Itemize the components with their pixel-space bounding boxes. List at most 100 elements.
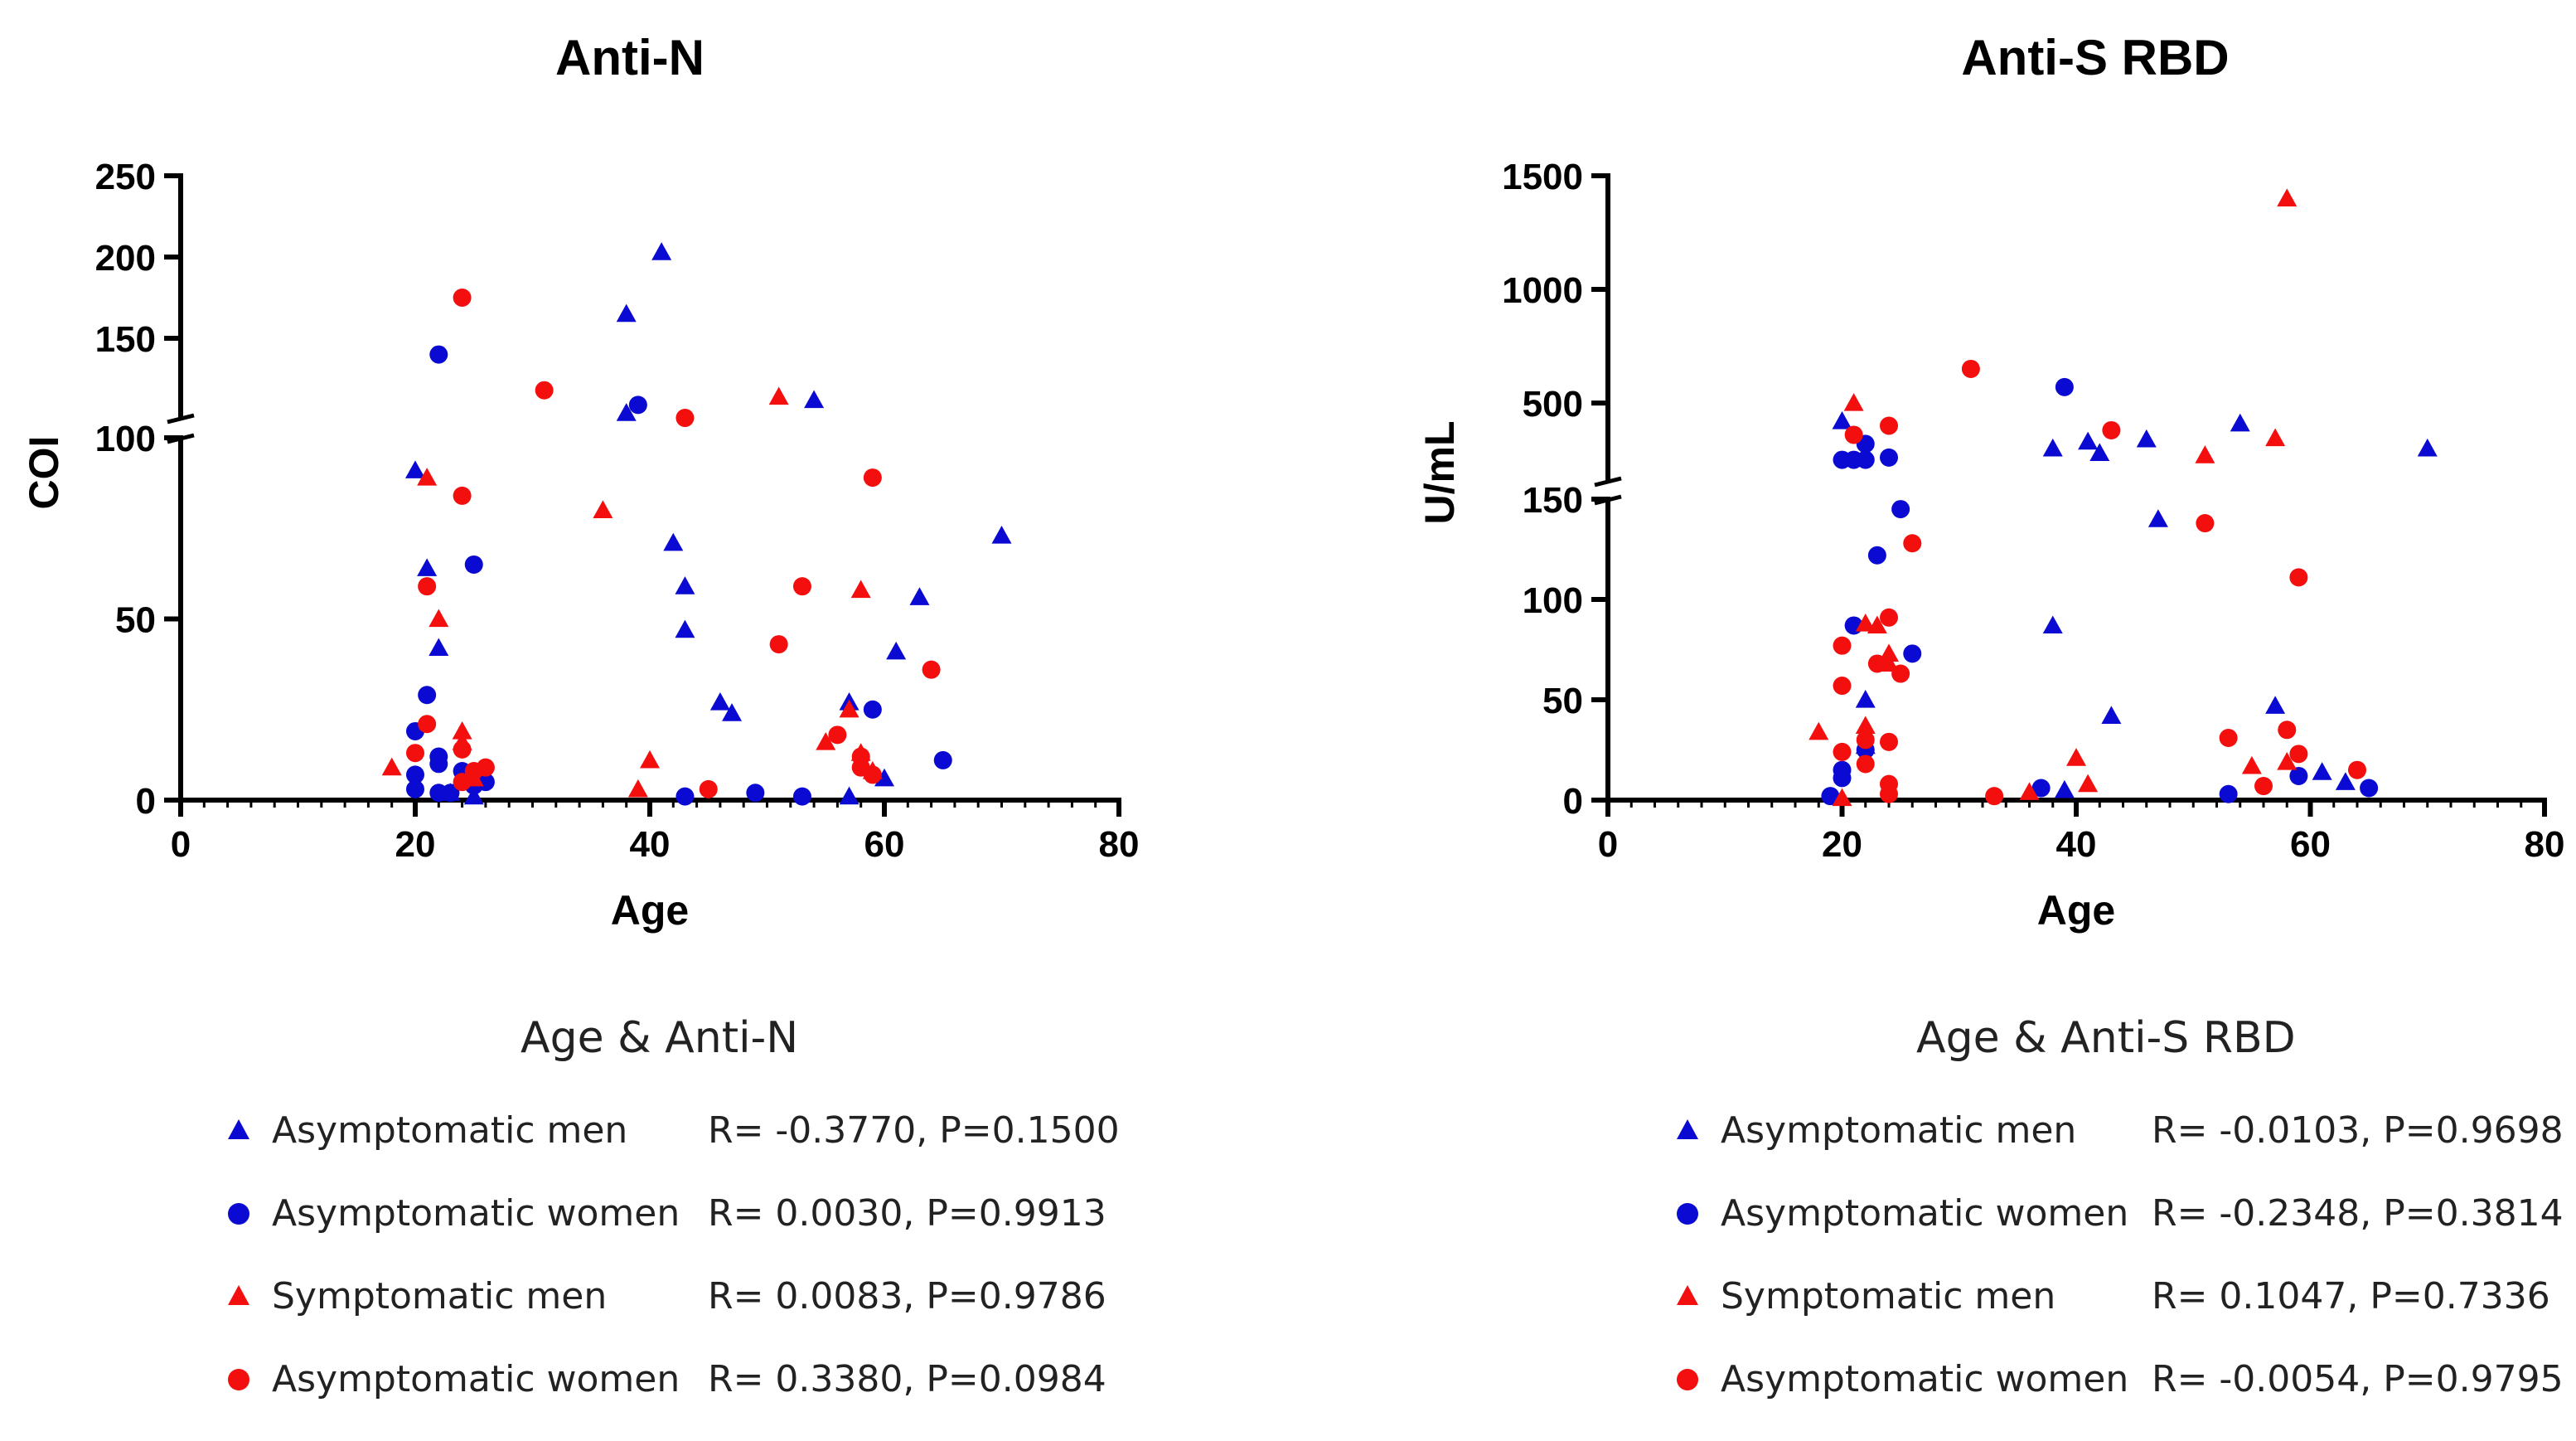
point-asymptomatic-women-red bbox=[453, 289, 472, 307]
legend-title-anti-s-rbd: Age & Anti-S RBD bbox=[1916, 1013, 2296, 1063]
point-symptomatic-men-red bbox=[1809, 721, 1829, 740]
point-asymptomatic-women-red bbox=[828, 725, 847, 745]
point-asymptomatic-men-blue bbox=[675, 619, 695, 638]
x-axis-label: Age bbox=[2037, 887, 2115, 934]
point-asymptomatic-women-red bbox=[1880, 784, 1898, 803]
point-asymptomatic-men-blue bbox=[2312, 762, 2332, 780]
point-asymptomatic-men-blue bbox=[417, 558, 438, 576]
point-symptomatic-men-red bbox=[1855, 716, 1876, 735]
point-asymptomatic-women-blue bbox=[2055, 377, 2074, 396]
point-asymptomatic-women-red bbox=[1856, 754, 1875, 774]
legend-marker-triangle bbox=[228, 1285, 249, 1305]
y-tick-label: 150 bbox=[95, 319, 156, 360]
y-tick-label: 500 bbox=[1523, 384, 1583, 425]
legend-marker-triangle bbox=[1677, 1285, 1698, 1305]
point-asymptomatic-men-blue bbox=[651, 242, 672, 260]
y-tick-label: 100 bbox=[1523, 580, 1583, 621]
point-asymptomatic-men-blue bbox=[2042, 615, 2063, 634]
point-symptomatic-men-red bbox=[2078, 774, 2099, 793]
point-asymptomatic-men-blue bbox=[675, 576, 695, 594]
point-symptomatic-men-red bbox=[1879, 643, 1899, 662]
point-symptomatic-men-red bbox=[1867, 615, 1887, 634]
point-symptomatic-men-red bbox=[839, 699, 859, 718]
point-asymptomatic-women-red bbox=[2289, 568, 2308, 587]
y-tick-label: 1500 bbox=[1502, 157, 1583, 197]
point-asymptomatic-women-red bbox=[792, 577, 811, 596]
x-tick-label: 20 bbox=[1822, 824, 1862, 865]
axis-break-mark bbox=[1594, 494, 1622, 506]
point-symptomatic-men-red bbox=[768, 386, 789, 405]
point-asymptomatic-men-blue bbox=[722, 703, 743, 721]
y-tick-label: 1000 bbox=[1502, 270, 1583, 311]
y-tick-label: 50 bbox=[115, 600, 156, 641]
point-asymptomatic-women-blue bbox=[933, 750, 952, 769]
point-asymptomatic-men-blue bbox=[663, 532, 684, 551]
point-asymptomatic-women-red bbox=[453, 486, 472, 505]
legend-marker-circle bbox=[228, 1369, 249, 1390]
point-asymptomatic-men-blue bbox=[405, 460, 425, 478]
point-asymptomatic-women-blue bbox=[429, 754, 448, 774]
point-asymptomatic-women-red bbox=[2348, 760, 2366, 779]
legend-label: Asymptomatic women bbox=[1721, 1192, 2129, 1235]
legend-title-anti-n: Age & Anti-N bbox=[521, 1013, 799, 1063]
point-asymptomatic-women-blue bbox=[2289, 766, 2308, 785]
point-asymptomatic-men-blue bbox=[2136, 429, 2157, 448]
point-asymptomatic-men-blue bbox=[2335, 772, 2356, 790]
point-symptomatic-men-red bbox=[381, 757, 402, 776]
y-axis-label: U/mL bbox=[1416, 421, 1463, 525]
point-asymptomatic-women-red bbox=[1880, 416, 1898, 435]
y-tick-label: 0 bbox=[136, 781, 156, 822]
point-asymptomatic-men-blue bbox=[874, 768, 894, 787]
point-symptomatic-men-red bbox=[2277, 188, 2298, 207]
point-asymptomatic-men-blue bbox=[2265, 696, 2286, 714]
point-asymptomatic-women-blue bbox=[1903, 644, 1922, 663]
point-asymptomatic-women-blue bbox=[418, 686, 437, 705]
point-asymptomatic-women-blue bbox=[863, 700, 882, 719]
point-symptomatic-men-red bbox=[2195, 445, 2215, 463]
point-asymptomatic-men-blue bbox=[2101, 706, 2122, 724]
point-symptomatic-men-red bbox=[640, 750, 660, 769]
point-asymptomatic-men-blue bbox=[2078, 431, 2099, 450]
point-asymptomatic-women-blue bbox=[429, 345, 448, 364]
point-symptomatic-men-red bbox=[1855, 614, 1876, 632]
legend-stats: R= 0.0083, P=0.9786 bbox=[708, 1275, 1106, 1317]
legend-stats: R= 0.3380, P=0.0984 bbox=[708, 1358, 1106, 1400]
y-tick-label: 200 bbox=[95, 238, 156, 279]
legend-stats: R= -0.2348, P=0.3814 bbox=[2152, 1192, 2564, 1235]
point-asymptomatic-women-blue bbox=[406, 779, 424, 798]
point-asymptomatic-men-blue bbox=[709, 692, 730, 711]
point-asymptomatic-men-blue bbox=[839, 786, 859, 805]
point-asymptomatic-men-blue bbox=[2042, 438, 2063, 457]
point-asymptomatic-women-blue bbox=[441, 784, 460, 803]
legend-label: Asymptomatic men bbox=[272, 1109, 628, 1152]
y-tick-label: 150 bbox=[1523, 480, 1583, 521]
point-asymptomatic-women-red bbox=[453, 773, 472, 792]
x-tick-label: 80 bbox=[2525, 824, 2565, 865]
point-asymptomatic-men-blue bbox=[429, 638, 449, 657]
point-symptomatic-men-red bbox=[593, 500, 613, 518]
legend-stats: R= 0.0030, P=0.9913 bbox=[708, 1192, 1106, 1235]
legend-marker-triangle bbox=[228, 1119, 249, 1139]
y-tick-label: 250 bbox=[95, 157, 156, 197]
point-asymptomatic-women-blue bbox=[406, 765, 424, 784]
point-asymptomatic-women-blue bbox=[1833, 769, 1852, 788]
legend-label: Symptomatic men bbox=[1721, 1275, 2056, 1317]
point-asymptomatic-men-blue bbox=[616, 403, 637, 421]
point-asymptomatic-women-red bbox=[406, 744, 424, 763]
point-asymptomatic-women-blue bbox=[2219, 784, 2238, 803]
y-tick-label: 100 bbox=[95, 419, 156, 459]
point-asymptomatic-men-blue bbox=[804, 390, 825, 409]
x-tick-label: 80 bbox=[1099, 824, 1140, 865]
point-asymptomatic-men-blue bbox=[1855, 690, 1876, 708]
point-asymptomatic-women-red bbox=[1880, 608, 1898, 627]
point-asymptomatic-women-red bbox=[922, 660, 941, 679]
point-asymptomatic-women-red bbox=[1961, 359, 1980, 378]
x-tick-label: 40 bbox=[2056, 824, 2097, 865]
legend-label: Symptomatic men bbox=[272, 1275, 608, 1317]
point-asymptomatic-women-red bbox=[453, 740, 472, 759]
point-asymptomatic-women-red bbox=[535, 381, 554, 400]
point-symptomatic-men-red bbox=[627, 779, 648, 798]
legend-label: Asymptomatic women bbox=[1721, 1358, 2129, 1400]
point-asymptomatic-women-blue bbox=[746, 784, 765, 803]
legend-marker-circle bbox=[228, 1203, 249, 1225]
